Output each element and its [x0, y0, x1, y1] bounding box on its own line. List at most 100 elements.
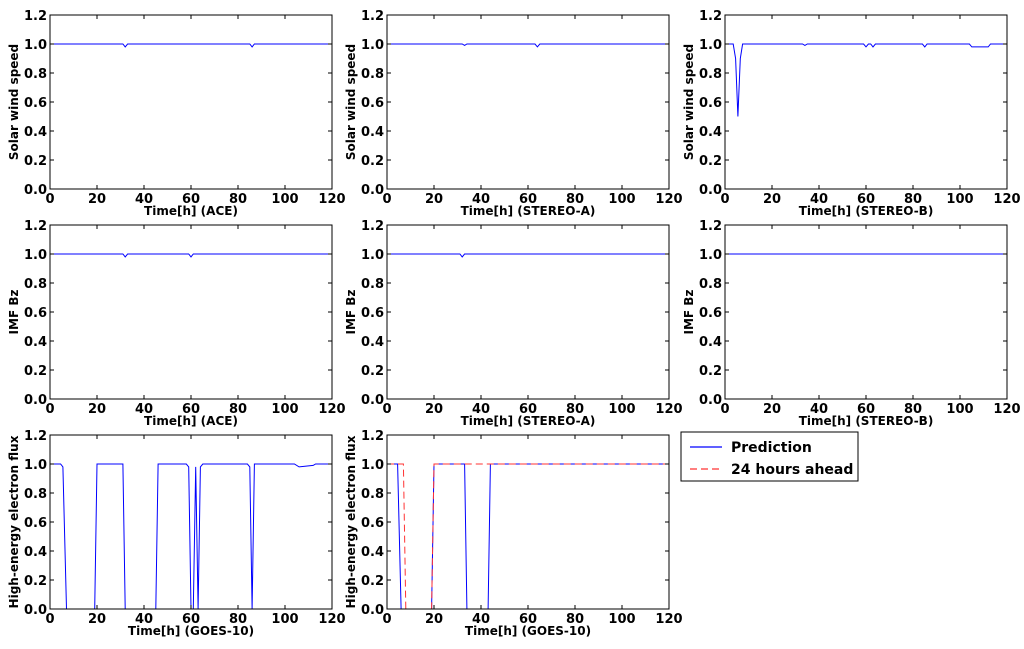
y-axis-label: IMF Bz — [344, 290, 358, 335]
x-tick-label: 60 — [519, 402, 537, 417]
y-tick-label: 0.2 — [361, 574, 384, 589]
x-tick-label: 0 — [382, 402, 391, 417]
x-tick-label: 20 — [88, 192, 106, 207]
plot-frame — [724, 14, 1008, 190]
y-tick-label: 1.0 — [24, 458, 47, 473]
series-line-0-0 — [50, 43, 332, 48]
y-tick-label: 1.2 — [24, 219, 47, 234]
y-tick-label: 0.8 — [24, 487, 47, 502]
y-tick-label: 0.0 — [361, 183, 384, 198]
x-tick-label: 80 — [229, 612, 247, 627]
y-tick-label: 0.6 — [24, 516, 47, 531]
x-tick-label: 80 — [566, 612, 584, 627]
series-line-3-0 — [50, 253, 332, 258]
x-tick-label: 0 — [45, 612, 54, 627]
y-axis-label: Solar wind speed — [344, 44, 358, 160]
y-tick-label: 0.8 — [361, 487, 384, 502]
y-tick-label: 0.6 — [24, 306, 47, 321]
y-tick-label: 1.0 — [361, 38, 384, 53]
y-tick-label: 0.2 — [699, 154, 722, 169]
x-tick-label: 20 — [425, 192, 443, 207]
x-tick-label: 40 — [135, 192, 153, 207]
y-tick-label: 0.6 — [361, 96, 384, 111]
legend-24h-ahead-label: 24 hours ahead — [731, 462, 853, 478]
x-tick-label: 100 — [946, 192, 973, 207]
y-tick-label: 0.4 — [24, 125, 47, 140]
x-tick-label: 40 — [472, 402, 490, 417]
x-tick-label: 120 — [655, 192, 682, 207]
panel-7: 0 20 40 60 80 100 120 0.0 0.2 0.4 0.6 0.8 1.0 1.2 Time… — [344, 429, 683, 638]
y-axis-label: Solar wind speed — [682, 44, 696, 160]
y-tick-label: 1.2 — [699, 219, 722, 234]
x-tick-label: 0 — [382, 612, 391, 627]
x-axis-label: Time[h] (STEREO-B) — [799, 414, 934, 428]
y-tick-label: 0.0 — [24, 393, 47, 408]
x-tick-label: 60 — [519, 612, 537, 627]
y-tick-label: 1.0 — [24, 248, 47, 263]
panels-group: 0 20 40 60 80 100 120 0.0 0.2 0.4 0.6 0.8 1.0 1.2 Time… — [7, 9, 1021, 638]
x-tick-label: 100 — [271, 612, 298, 627]
plot-frame — [724, 224, 1008, 400]
y-tick-label: 0.2 — [24, 154, 47, 169]
x-tick-label: 120 — [318, 612, 345, 627]
y-tick-label: 0.8 — [24, 67, 47, 82]
y-tick-label: 1.2 — [361, 219, 384, 234]
x-tick-label: 20 — [88, 612, 106, 627]
y-tick-label: 1.2 — [699, 9, 722, 24]
x-tick-label: 40 — [810, 192, 828, 207]
x-tick-label: 100 — [608, 402, 635, 417]
x-tick-label: 80 — [566, 402, 584, 417]
x-tick-label: 40 — [135, 402, 153, 417]
x-tick-label: 120 — [993, 192, 1020, 207]
panel-3: 0 20 40 60 80 100 120 0.0 0.2 0.4 0.6 0.8 1.0 1.2 Time… — [7, 219, 346, 428]
series-line-7-0 — [387, 463, 669, 610]
x-tick-label: 100 — [608, 612, 635, 627]
x-axis-label: Time[h] (STEREO-A) — [461, 204, 596, 218]
x-tick-label: 0 — [720, 402, 729, 417]
x-tick-label: 0 — [382, 192, 391, 207]
x-tick-label: 20 — [763, 192, 781, 207]
panel-1: 0 20 40 60 80 100 120 0.0 0.2 0.4 0.6 0.8 1.0 1.2 Time… — [344, 9, 683, 218]
y-tick-label: 0.0 — [699, 393, 722, 408]
x-tick-label: 60 — [182, 612, 200, 627]
legend-frame — [680, 431, 859, 482]
y-tick-label: 0.8 — [361, 277, 384, 292]
y-tick-label: 0.0 — [361, 603, 384, 618]
x-axis-label: Time[h] (STEREO-A) — [461, 414, 596, 428]
x-axis-label: Time[h] (GOES-10) — [128, 624, 254, 638]
y-tick-label: 0.8 — [361, 67, 384, 82]
y-tick-label: 0.8 — [699, 277, 722, 292]
x-tick-label: 60 — [857, 192, 875, 207]
plot-frame — [386, 434, 670, 610]
y-tick-label: 0.2 — [24, 364, 47, 379]
y-axis-label: High-energy electron flux — [7, 435, 21, 608]
series-line-1-0 — [387, 43, 669, 48]
x-tick-label: 100 — [946, 402, 973, 417]
x-tick-label: 40 — [472, 612, 490, 627]
plot-frame — [386, 224, 670, 400]
y-tick-label: 0.2 — [699, 364, 722, 379]
x-tick-label: 0 — [45, 402, 54, 417]
y-tick-label: 0.6 — [699, 306, 722, 321]
y-axis-label: High-energy electron flux — [344, 435, 358, 608]
y-tick-label: 0.2 — [24, 574, 47, 589]
legend-prediction-label: Prediction — [731, 440, 812, 456]
y-tick-label: 0.0 — [24, 183, 47, 198]
panel-5: 0 20 40 60 80 100 120 0.0 0.2 0.4 0.6 0.8 1.0 1.2 Time… — [682, 219, 1021, 428]
y-tick-label: 0.4 — [699, 335, 722, 350]
y-tick-label: 1.0 — [699, 248, 722, 263]
panel-6: 0 20 40 60 80 100 120 0.0 0.2 0.4 0.6 0.8 1.0 1.2 Time… — [7, 429, 346, 638]
plot-frame — [49, 14, 333, 190]
y-tick-label: 0.4 — [361, 545, 384, 560]
x-axis-label: Time[h] (ACE) — [144, 414, 238, 428]
x-tick-label: 120 — [655, 402, 682, 417]
y-tick-label: 1.2 — [24, 9, 47, 24]
x-tick-label: 80 — [904, 402, 922, 417]
y-tick-label: 0.4 — [24, 545, 47, 560]
y-tick-label: 0.4 — [361, 335, 384, 350]
panel-4: 0 20 40 60 80 100 120 0.0 0.2 0.4 0.6 0.8 1.0 1.2 Time… — [344, 219, 683, 428]
legend: Prediction 24 hours ahead — [680, 431, 859, 482]
x-tick-label: 0 — [720, 192, 729, 207]
x-tick-label: 60 — [182, 402, 200, 417]
